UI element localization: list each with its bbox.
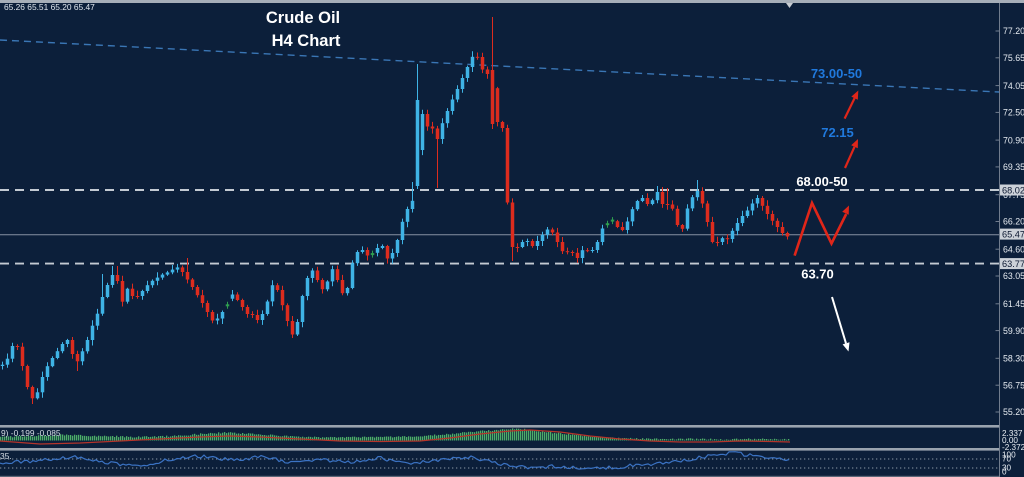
svg-text:H4 Chart: H4 Chart <box>272 32 341 50</box>
svg-text:74.05: 74.05 <box>1003 81 1024 91</box>
svg-text:65.26 65.51 65.20 65.47: 65.26 65.51 65.20 65.47 <box>4 2 95 12</box>
svg-text:69.35: 69.35 <box>1003 162 1024 172</box>
svg-text:35.: 35. <box>0 451 12 461</box>
svg-text:68.00-50: 68.00-50 <box>796 174 847 189</box>
svg-text:70: 70 <box>1002 455 1012 464</box>
svg-text:Crude Oil: Crude Oil <box>266 9 340 27</box>
svg-text:55.20: 55.20 <box>1003 407 1024 417</box>
svg-text:0: 0 <box>1002 467 1007 476</box>
svg-text:70.90: 70.90 <box>1003 135 1024 145</box>
svg-text:59.90: 59.90 <box>1003 326 1024 336</box>
svg-text:66.20: 66.20 <box>1003 217 1024 227</box>
svg-text:0.00: 0.00 <box>1002 436 1018 445</box>
svg-text:9) -0.199 -0.085: 9) -0.199 -0.085 <box>1 428 61 438</box>
svg-text:72.15: 72.15 <box>821 125 854 140</box>
svg-text:63.05: 63.05 <box>1003 271 1024 281</box>
svg-text:75.65: 75.65 <box>1003 53 1024 63</box>
svg-text:2.337: 2.337 <box>1002 429 1023 438</box>
svg-text:100: 100 <box>1002 450 1016 459</box>
svg-text:58.30: 58.30 <box>1003 354 1024 364</box>
svg-text:77.20: 77.20 <box>1003 26 1024 36</box>
svg-text:61.45: 61.45 <box>1003 299 1024 309</box>
svg-text:30: 30 <box>1002 464 1012 473</box>
svg-text:73.00-50: 73.00-50 <box>811 66 862 81</box>
svg-text:63.70: 63.70 <box>801 267 834 282</box>
svg-text:63.77: 63.77 <box>1002 259 1024 269</box>
svg-text:56.75: 56.75 <box>1003 380 1024 390</box>
svg-text:-2.372: -2.372 <box>1002 443 1024 452</box>
svg-text:64.60: 64.60 <box>1003 244 1024 254</box>
svg-text:72.50: 72.50 <box>1003 108 1024 118</box>
svg-text:68.02: 68.02 <box>1002 185 1024 195</box>
svg-text:65.47: 65.47 <box>1002 230 1024 240</box>
